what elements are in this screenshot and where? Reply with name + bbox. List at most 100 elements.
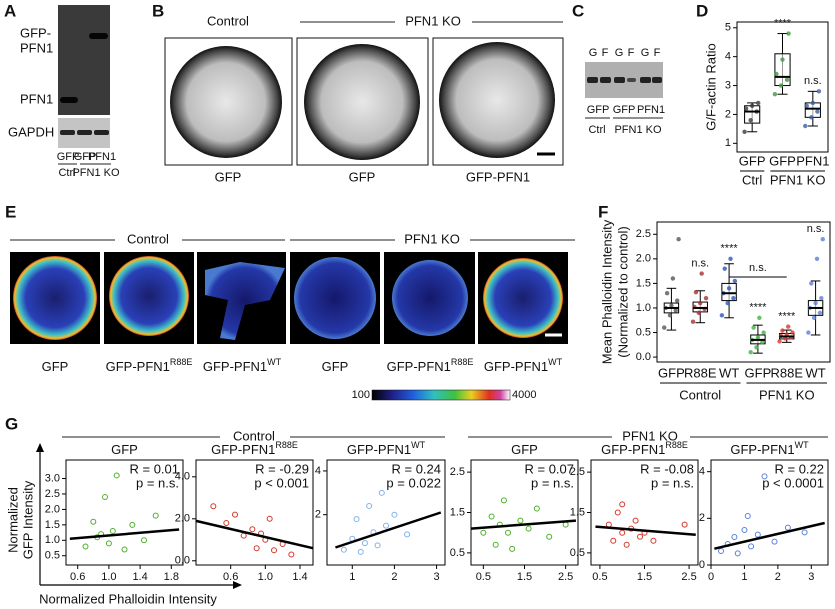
x-tick-label: GFP xyxy=(739,153,766,168)
y-tick-label: 4 xyxy=(725,51,731,63)
data-point xyxy=(361,540,368,547)
caption: GFP-PFN1R88E xyxy=(106,357,193,374)
data-point xyxy=(105,540,112,547)
group-label: Control xyxy=(679,387,721,402)
data-point xyxy=(249,526,256,533)
y-tick-label: 0.0 xyxy=(636,351,651,363)
y-tick-label: 3.0 xyxy=(45,472,60,484)
data-point xyxy=(669,303,674,308)
data-point xyxy=(374,542,381,549)
x-tick-label: 1 xyxy=(349,571,355,583)
lane-label: GFP xyxy=(57,151,80,163)
lane-label: PFN1 xyxy=(637,104,665,116)
panel-letter: G xyxy=(5,414,18,433)
y-tick-label: 0.5 xyxy=(450,547,465,559)
y-tick-label: 2.5 xyxy=(636,228,651,240)
data-point xyxy=(505,529,512,536)
y-tick-label: 2 xyxy=(315,509,321,521)
y-tick-label: 4 xyxy=(699,466,705,478)
fit-line xyxy=(714,521,825,550)
y-tick-label: 2 xyxy=(699,512,705,524)
cell-image xyxy=(304,44,420,160)
data-point xyxy=(784,524,791,531)
data-point xyxy=(121,546,128,553)
plot-frame xyxy=(656,221,831,363)
group-label: PFN1 KO xyxy=(404,231,460,246)
blot-band xyxy=(89,33,108,39)
data-point xyxy=(141,537,147,544)
panel-letter: A xyxy=(4,1,16,20)
chart-title: GFP-PFN1R88E xyxy=(211,440,298,457)
data-point xyxy=(619,529,626,536)
data-point xyxy=(809,281,814,286)
data-point xyxy=(383,522,389,529)
data-point xyxy=(676,236,681,242)
blot-band xyxy=(614,77,625,83)
data-point xyxy=(404,531,411,538)
data-point xyxy=(731,295,736,301)
fit-line xyxy=(335,511,442,549)
fit-line xyxy=(195,519,314,550)
annotation: **** xyxy=(774,17,792,29)
band-label: GFP- xyxy=(20,25,51,40)
data-point xyxy=(662,325,667,330)
data-point xyxy=(743,106,749,111)
panel-letter: F xyxy=(598,202,608,221)
data-point xyxy=(90,518,97,525)
x-tick-label: 2 xyxy=(391,571,397,583)
axis-arrow xyxy=(233,581,242,589)
data-point xyxy=(748,543,755,550)
lane-letter: G xyxy=(615,47,624,59)
lane-label: GFP xyxy=(74,151,97,163)
data-point xyxy=(785,324,791,329)
data-point xyxy=(109,528,116,535)
blot-band xyxy=(60,97,78,103)
data-point xyxy=(353,516,360,523)
x-tick-label: 1.5 xyxy=(637,571,652,583)
data-point xyxy=(480,529,487,536)
captions: GFP GFP-PFN1R88E GFP-PFN1WT GFP GFP-PFN1R88E… xyxy=(42,357,563,374)
caption: GFP xyxy=(322,359,349,374)
data-point xyxy=(734,550,741,557)
data-point xyxy=(774,71,779,77)
x-tick-label: 0 xyxy=(708,571,714,583)
data-point xyxy=(614,509,621,516)
annotation: **** xyxy=(721,243,739,255)
chart-title-text: GFP-PFN1 xyxy=(347,442,411,457)
data-point xyxy=(804,103,809,108)
data-point xyxy=(813,300,818,306)
data-point xyxy=(803,123,808,129)
data-point xyxy=(725,300,730,306)
y-tick-label: 4.0 xyxy=(175,471,190,483)
y-tick-label: 2 xyxy=(725,108,731,120)
cell-image xyxy=(109,256,189,336)
annotation: n.s. xyxy=(807,223,825,235)
stat-label: p < 0.001 xyxy=(254,475,309,490)
chart-title-text: GFP xyxy=(111,442,138,457)
data-point xyxy=(546,533,553,540)
data-point xyxy=(761,330,766,335)
y-tick-label: 0.5 xyxy=(570,547,585,559)
y-tick-label: 0 xyxy=(699,559,705,571)
data-point xyxy=(703,295,709,301)
annotation: n.s. xyxy=(749,262,767,274)
data-point xyxy=(699,271,704,276)
group-label: PFN1 KO xyxy=(72,167,120,179)
y-tick-label: 1.5 xyxy=(450,506,465,518)
data-point xyxy=(811,315,817,320)
chart-title: GFP-PFN1WT xyxy=(347,440,426,457)
lane-label: GFP xyxy=(613,104,636,116)
blot-band xyxy=(587,77,598,83)
band-label: PFN1 xyxy=(20,40,53,55)
blot-band xyxy=(60,130,75,135)
caption: GFP-PFN1 xyxy=(466,169,530,184)
x-tick-label: 1.0 xyxy=(101,571,116,583)
x-tick-label: WT xyxy=(719,365,739,380)
stat-label: R = 0.07 xyxy=(524,461,574,476)
data-point xyxy=(288,551,295,558)
data-point xyxy=(732,278,738,284)
cell-image xyxy=(392,260,468,336)
data-point xyxy=(754,531,761,538)
data-point xyxy=(667,313,673,318)
